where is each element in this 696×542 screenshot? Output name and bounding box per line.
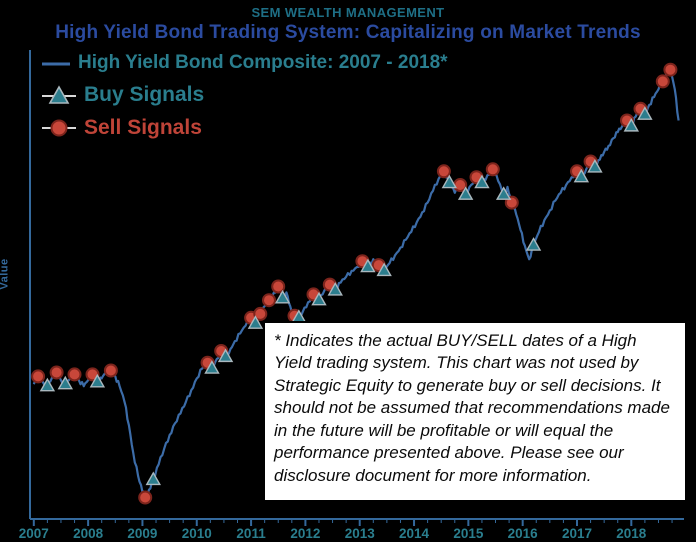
sell-signal-marker (663, 62, 678, 77)
sell-signal-marker (138, 490, 153, 505)
x-tick-label: 2011 (236, 526, 266, 541)
company-header: SEM WEALTH MANAGEMENT (251, 5, 445, 20)
sell-signal-marker (436, 164, 451, 179)
x-tick-label: 2015 (453, 526, 484, 541)
disclaimer-text: * Indicates the actual BUY/SELL dates of… (274, 331, 670, 485)
x-tick-label: 2017 (562, 526, 592, 541)
x-tick-label: 2012 (290, 526, 320, 541)
x-tick-label: 2013 (345, 526, 376, 541)
buy-signal-marker (573, 168, 590, 183)
legend-label-composite: High Yield Bond Composite: 2007 - 2018* (78, 52, 448, 73)
x-tick-label: 2007 (19, 526, 49, 541)
buy-signal-marker (204, 360, 220, 374)
sell-signal-marker (262, 293, 276, 308)
x-tick-label: 2010 (182, 526, 212, 541)
sell-signal-marker (67, 367, 82, 382)
legend-label-sell: Sell Signals (84, 116, 202, 139)
legend: High Yield Bond Composite: 2007 - 2018* … (40, 52, 448, 149)
x-tick-label: 2008 (73, 526, 104, 541)
sell-signal-marker (655, 74, 670, 89)
buy-signal-marker (457, 186, 474, 200)
disclaimer-box: * Indicates the actual BUY/SELL dates of… (263, 321, 687, 502)
buy-signal-marker (145, 471, 162, 486)
buy-signal-marker (274, 289, 291, 304)
line-series-icon (42, 62, 70, 66)
buy-signal-marker (587, 158, 603, 173)
sell-signal-marker (31, 369, 46, 384)
buy-signal-marker (89, 373, 106, 388)
buy-signal-marker (376, 262, 392, 277)
buy-signal-marker (327, 282, 343, 296)
sell-circle-icon (42, 119, 76, 137)
buy-signal-marker (39, 377, 56, 392)
buy-signal-marker (360, 258, 376, 273)
buy-signal-marker (525, 237, 542, 251)
buy-signal-marker (441, 174, 458, 189)
buy-triangle-icon (42, 85, 76, 104)
buy-signal-marker (623, 117, 640, 132)
x-tick-label: 2009 (127, 526, 157, 541)
legend-item-sell: Sell Signals (40, 116, 448, 140)
sell-signal-marker (271, 279, 286, 294)
legend-item-buy: Buy Signals (40, 83, 448, 107)
buy-signal-marker (247, 315, 264, 329)
buy-signal-marker (474, 174, 490, 189)
buy-signal-marker (57, 375, 74, 390)
sell-signal-marker (49, 365, 64, 380)
sell-signal-marker (253, 306, 268, 321)
sell-signal-marker (103, 363, 118, 378)
legend-label-buy: Buy Signals (84, 83, 205, 106)
x-tick-label: 2014 (399, 526, 430, 541)
legend-item-composite: High Yield Bond Composite: 2007 - 2018* (40, 52, 448, 74)
buy-signal-marker (637, 106, 653, 120)
chart-title: High Yield Bond Trading System: Capitali… (55, 22, 641, 43)
buy-signal-marker (217, 348, 234, 363)
y-axis-label: Value (0, 258, 11, 290)
buy-signal-marker (495, 186, 512, 200)
sell-signal-marker (485, 162, 500, 177)
buy-signal-marker (311, 291, 327, 306)
x-tick-label: 2018 (616, 526, 647, 541)
x-tick-label: 2016 (508, 526, 539, 541)
